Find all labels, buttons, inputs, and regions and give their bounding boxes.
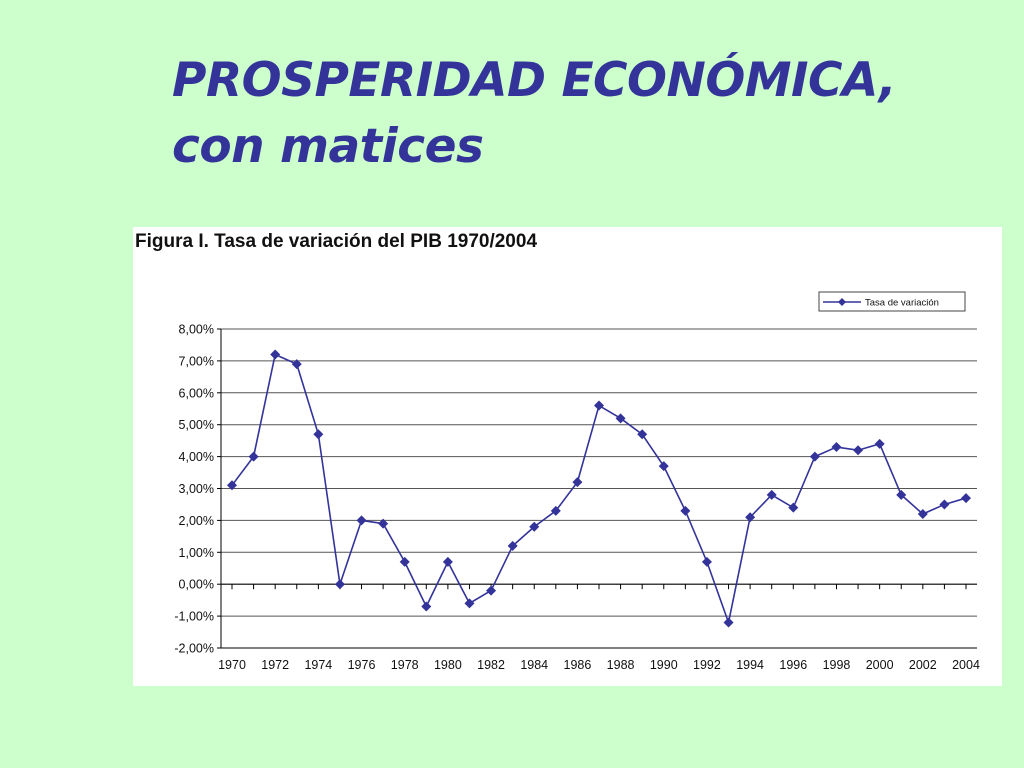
y-tick-label: 0,00%: [179, 578, 214, 592]
x-tick-label: 1996: [779, 658, 807, 672]
y-tick-label: -1,00%: [174, 610, 214, 624]
x-tick-label: 1970: [218, 658, 246, 672]
data-point: [313, 429, 324, 440]
data-point: [853, 445, 864, 456]
y-tick-label: 2,00%: [179, 514, 214, 528]
x-tick-label: 1988: [607, 658, 635, 672]
data-point: [378, 518, 389, 529]
x-tick-label: 1980: [434, 658, 462, 672]
x-tick-label: 1978: [391, 658, 419, 672]
data-point: [917, 509, 928, 520]
x-tick-label: 1976: [348, 658, 376, 672]
legend-marker: [838, 298, 846, 306]
data-point: [809, 451, 820, 462]
data-point: [550, 505, 561, 516]
slide-title-line-2: con matices: [172, 119, 484, 174]
y-tick-label: 8,00%: [179, 323, 214, 337]
x-tick-label: 1986: [564, 658, 592, 672]
data-point: [701, 556, 712, 567]
data-point: [572, 477, 583, 488]
legend-label: Tasa de variación: [865, 298, 939, 309]
data-point: [723, 617, 734, 628]
line-chart: 8,00% 7,00% 6,00% 5,00% 4,00% 3,00% 2,00% 1,00%…: [174, 291, 980, 672]
x-tick-label: 2000: [866, 658, 894, 672]
data-point: [637, 429, 648, 440]
data-point: [831, 442, 842, 453]
series-tasa-de-variacion: [227, 349, 971, 628]
data-point: [334, 579, 345, 590]
data-point: [594, 400, 604, 411]
x-tick-label: 1992: [693, 658, 721, 672]
axes: [217, 328, 977, 649]
data-point: [464, 598, 475, 609]
x-tick-label: 1994: [736, 658, 764, 672]
x-tick-label: 2004: [952, 658, 980, 672]
chart-title: Figura I. Tasa de variación del PIB 1970…: [135, 231, 538, 252]
y-axis-tick-labels: 8,00% 7,00% 6,00% 5,00% 4,00% 3,00% 2,00% 1,00%…: [174, 323, 214, 656]
data-point: [421, 601, 432, 612]
data-point: [615, 413, 626, 424]
y-tick-label: -2,00%: [174, 642, 214, 656]
gridlines: [221, 328, 977, 649]
y-tick-label: 4,00%: [179, 450, 214, 464]
y-tick-label: 5,00%: [179, 418, 214, 432]
legend: Tasa de variación: [818, 291, 966, 312]
data-point: [788, 502, 799, 513]
chart-figure: Figura I. Tasa de variación del PIB 1970…: [133, 227, 1002, 686]
data-point: [399, 556, 410, 567]
data-point: [939, 499, 950, 510]
data-point: [291, 359, 302, 370]
y-tick-label: 6,00%: [179, 386, 214, 400]
data-point: [227, 480, 237, 491]
y-tick-label: 1,00%: [179, 546, 214, 560]
data-point: [896, 489, 907, 500]
slide-title: PROSPERIDAD ECONÓMICA, con matices: [172, 48, 1012, 180]
data-point: [529, 521, 540, 532]
data-point: [874, 438, 885, 449]
data-point: [961, 493, 971, 504]
data-point: [745, 512, 756, 523]
slide-title-line-1: PROSPERIDAD ECONÓMICA,: [172, 53, 897, 108]
legend-box: [818, 291, 966, 312]
data-point: [766, 489, 777, 500]
y-tick-label: 7,00%: [179, 354, 214, 368]
data-point: [356, 515, 367, 526]
x-axis-tick-labels: 1970 1972 1974 1976 1978 1980 1982 1984 1986 1988…: [218, 658, 980, 672]
x-tick-label: 1972: [261, 658, 289, 672]
data-point: [680, 505, 691, 516]
data-point: [270, 349, 281, 360]
data-point: [486, 585, 497, 596]
x-tick-label: 1974: [304, 658, 332, 672]
data-point: [248, 451, 259, 462]
data-point: [442, 556, 453, 567]
x-tick-label: 1998: [823, 658, 851, 672]
data-point: [658, 461, 669, 472]
y-tick-label: 3,00%: [179, 482, 214, 496]
data-point: [507, 540, 518, 551]
x-tick-label: 1982: [477, 658, 505, 672]
x-tick-label: 2002: [909, 658, 937, 672]
x-tick-label: 1990: [650, 658, 678, 672]
x-tick-label: 1984: [520, 658, 548, 672]
